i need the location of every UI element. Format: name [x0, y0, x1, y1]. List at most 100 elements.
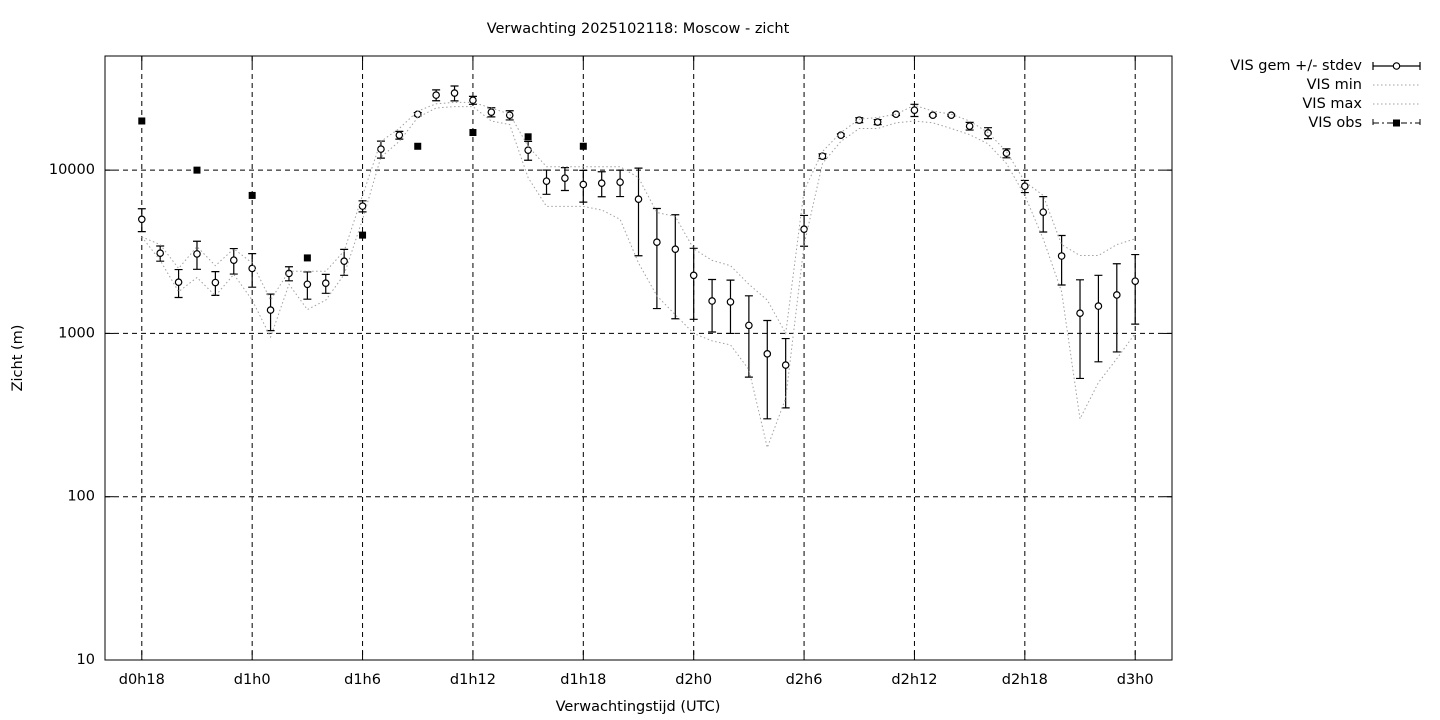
x-tick-label: d1h12 [450, 672, 496, 688]
mean-point [763, 350, 772, 358]
x-tick-label: d2h12 [891, 672, 937, 688]
error-bar [744, 295, 753, 378]
mean-point [413, 110, 422, 119]
y-tick-label: 100 [67, 489, 95, 505]
x-axis-title: Verwachtingstijd (UTC) [556, 699, 721, 715]
error-bar [1131, 253, 1140, 325]
mean-point [1002, 149, 1011, 157]
plot-frame [104, 55, 1173, 661]
error-bar [1094, 274, 1103, 363]
mean-point [1113, 291, 1121, 299]
mean-point [634, 195, 643, 203]
mean-point [377, 145, 385, 153]
mean-point [597, 179, 606, 187]
mean-point [137, 215, 146, 224]
legend-label: VIS obs [1308, 115, 1362, 131]
mean-point [285, 269, 293, 278]
error-bar [1057, 234, 1066, 286]
mean-point [837, 131, 845, 139]
mean-point [947, 111, 956, 119]
obs-point [469, 129, 477, 137]
mean-point [229, 256, 238, 264]
mean-point [248, 264, 256, 273]
obs-point [303, 254, 311, 262]
mean-point [726, 298, 735, 306]
obs-point [248, 191, 256, 199]
x-tick-label: d0h18 [119, 672, 165, 688]
x-tick-label: d2h18 [1002, 672, 1048, 688]
x-tick-label: d3h0 [1117, 672, 1154, 688]
mean-point [1094, 302, 1103, 310]
chart-title: Verwachting 2025102118: Moscow - zicht [487, 21, 790, 37]
legend-label: VIS max [1302, 96, 1362, 112]
legend-swatch [1393, 119, 1400, 127]
x-tick-label: d1h6 [344, 672, 381, 688]
mean-point [653, 238, 661, 246]
mean-point [965, 122, 974, 130]
mean-point [395, 131, 404, 139]
mean-point [358, 202, 367, 210]
mean-point [579, 180, 588, 189]
mean-point [689, 271, 698, 280]
y-axis-title: Zicht (m) [10, 325, 26, 392]
error-bar [763, 319, 772, 420]
x-tick-label: d1h18 [560, 672, 606, 688]
mean-point [616, 178, 624, 186]
error-bar [671, 214, 680, 320]
obs-point [414, 142, 422, 150]
mean-point [818, 152, 827, 160]
y-tick-label: 10 [77, 652, 95, 668]
mean-point [781, 361, 790, 369]
x-tick-label: d2h6 [786, 672, 823, 688]
obs-point [138, 117, 146, 125]
mean-point [910, 106, 919, 114]
obs-point [193, 166, 201, 174]
mean-point [671, 245, 680, 253]
mean-point [873, 118, 882, 126]
mean-point [174, 278, 183, 286]
mean-point [542, 177, 551, 185]
mean-point [524, 146, 532, 154]
mean-point [984, 129, 992, 137]
obs-point [359, 231, 367, 239]
mean-point [929, 111, 937, 119]
mean-point [211, 278, 220, 287]
error-bar [689, 247, 698, 320]
obs-point [524, 133, 532, 141]
mean-point [1039, 208, 1048, 216]
mean-point [303, 280, 312, 289]
error-bar [1076, 279, 1085, 380]
mean-point [1076, 309, 1084, 317]
mean-point [266, 306, 275, 314]
error-bar [708, 278, 717, 333]
mean-point [745, 321, 753, 330]
x-tick-label: d2h0 [675, 672, 712, 688]
mean-point [469, 96, 477, 105]
y-tick-label: 10000 [49, 162, 95, 178]
mean-point [450, 89, 459, 97]
mean-point [708, 297, 716, 305]
mean-point [340, 257, 348, 265]
mean-point [156, 249, 164, 257]
mean-point [1021, 182, 1029, 191]
legend-swatch [1392, 62, 1401, 70]
mean-point [321, 279, 330, 288]
legend-label: VIS gem +/- stdev [1230, 58, 1362, 74]
y-tick-label: 1000 [58, 325, 95, 341]
mean-point [487, 108, 496, 116]
min-max-line [141, 106, 1136, 450]
mean-point [855, 116, 864, 124]
x-tick-label: d1h0 [234, 672, 271, 688]
error-bar [652, 207, 661, 310]
error-bar [726, 279, 735, 335]
obs-point [579, 142, 587, 150]
error-bar [634, 167, 643, 257]
mean-point [800, 225, 808, 233]
mean-point [1057, 252, 1066, 260]
mean-point [193, 250, 201, 258]
mean-point [432, 91, 440, 99]
error-bar [1112, 263, 1121, 353]
mean-point [1131, 277, 1140, 285]
